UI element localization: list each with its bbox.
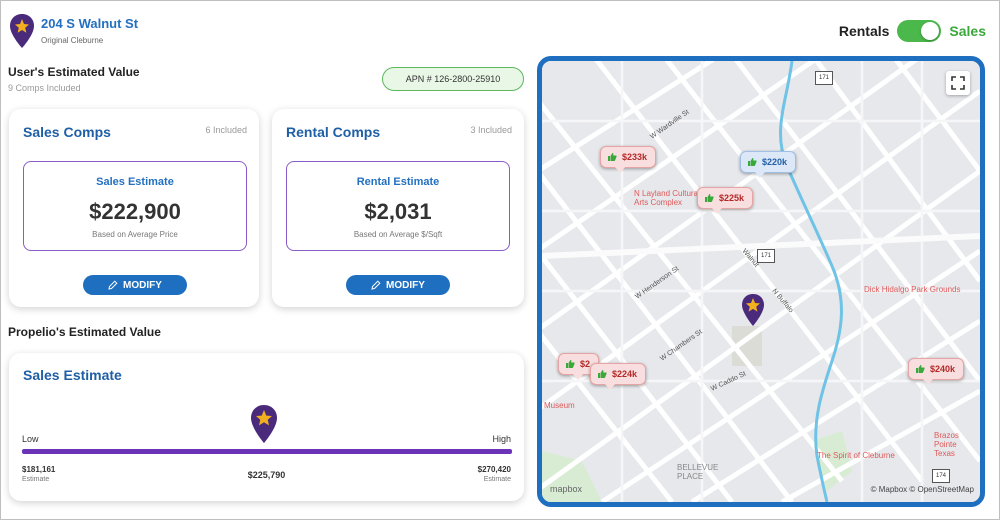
comp-price: $224k bbox=[612, 369, 638, 379]
mapbox-logo[interactable]: mapbox bbox=[550, 484, 583, 494]
rental-estimate-basis: Based on Average $/Sqft bbox=[353, 230, 443, 239]
propelio-estimate-title: Propelio's Estimated Value bbox=[8, 325, 161, 339]
map-poi-label: N Layland Cultural Arts Complex bbox=[634, 189, 700, 207]
comp-price: $220k bbox=[762, 157, 788, 167]
map-attribution[interactable]: © Mapbox © OpenStreetMap bbox=[870, 485, 974, 494]
pencil-icon bbox=[108, 280, 118, 290]
apn-badge: APN # 126-2800-25910 bbox=[382, 67, 524, 91]
estimate-position-pin-icon bbox=[251, 405, 277, 443]
sales-comps-card: Sales Comps 6 Included Sales Estimate $2… bbox=[9, 109, 259, 307]
comp-marker-rent[interactable]: $220k bbox=[740, 151, 797, 178]
comp-price: $233k bbox=[622, 152, 648, 162]
comp-price: $2 bbox=[580, 359, 591, 369]
range-low-sub: Estimate bbox=[22, 476, 50, 483]
thumbs-up-icon bbox=[566, 360, 575, 368]
comp-marker-sale[interactable]: $240k bbox=[908, 358, 965, 385]
toggle-switch[interactable] bbox=[897, 20, 942, 42]
propelio-estimate-card: Sales Estimate Low High $181,161 Estimat… bbox=[9, 353, 524, 501]
sales-estimate-basis: Based on Average Price bbox=[92, 230, 178, 239]
rental-comps-title: Rental Comps bbox=[286, 124, 381, 140]
sales-modify-label: MODIFY bbox=[123, 279, 162, 291]
sales-comps-count: 6 Included bbox=[205, 125, 247, 135]
rental-estimate-value: $2,031 bbox=[364, 199, 432, 224]
range-high-value: $270,420 bbox=[477, 465, 511, 474]
propelio-sales-estimate-title: Sales Estimate bbox=[23, 367, 122, 383]
map-poi-label: Brazos Pointe Texas bbox=[934, 431, 959, 458]
subject-property-pin-icon[interactable] bbox=[741, 293, 765, 327]
comp-price: $240k bbox=[930, 364, 956, 374]
toggle-rentals-label[interactable]: Rentals bbox=[838, 23, 890, 39]
comp-marker-sale[interactable]: $2 bbox=[558, 353, 600, 380]
comp-marker-sale[interactable]: $233k bbox=[600, 146, 657, 173]
pencil-icon bbox=[371, 280, 381, 290]
map-poi-label: The Spirit of Cleburne bbox=[817, 451, 895, 460]
comp-marker-sale[interactable]: $224k bbox=[590, 363, 647, 390]
rental-estimate-box: Rental Estimate $2,031 Based on Average … bbox=[286, 161, 510, 251]
range-high-label: High bbox=[492, 434, 511, 444]
property-subdivision: Original Cleburne bbox=[41, 36, 104, 45]
rental-modify-button[interactable]: MODIFY bbox=[346, 275, 450, 295]
range-high-sub: Estimate bbox=[483, 476, 511, 483]
highway-shield: 171 bbox=[815, 71, 833, 85]
sales-estimate-box: Sales Estimate $222,900 Based on Average… bbox=[23, 161, 247, 251]
thumbs-up-icon bbox=[748, 158, 757, 166]
expand-icon bbox=[951, 76, 965, 90]
range-low-label: Low bbox=[22, 434, 39, 444]
sales-comps-title: Sales Comps bbox=[23, 124, 111, 140]
rental-estimate-label: Rental Estimate bbox=[356, 176, 440, 188]
estimate-range-bar bbox=[22, 449, 512, 454]
sales-estimate-label: Sales Estimate bbox=[96, 176, 174, 188]
map-poi-label: Museum bbox=[544, 401, 575, 410]
rental-modify-label: MODIFY bbox=[386, 279, 425, 291]
property-address[interactable]: 204 S Walnut St bbox=[41, 16, 139, 31]
thumbs-up-icon bbox=[705, 194, 714, 202]
comps-map[interactable]: W Henderson St W Wardville St W Chambers… bbox=[537, 56, 985, 507]
comps-included-count: 9 Comps Included bbox=[8, 83, 81, 93]
user-estimate-title: User's Estimated Value bbox=[8, 65, 140, 79]
map-poi-label: Dick Hidalgo Park Grounds bbox=[864, 285, 961, 294]
range-mid-value: $225,790 bbox=[247, 470, 286, 480]
comp-marker-sale[interactable]: $225k bbox=[697, 187, 754, 214]
thumbs-up-icon bbox=[598, 370, 607, 378]
range-low-value: $181,161 bbox=[22, 465, 56, 474]
thumbs-up-icon bbox=[916, 365, 925, 373]
rental-comps-count: 3 Included bbox=[470, 125, 512, 135]
thumbs-up-icon bbox=[608, 153, 617, 161]
rental-comps-card: Rental Comps 3 Included Rental Estimate … bbox=[272, 109, 524, 307]
property-pin-icon bbox=[10, 14, 34, 48]
sales-modify-button[interactable]: MODIFY bbox=[83, 275, 187, 295]
map-place-label: BELLEVUE PLACE bbox=[677, 463, 719, 481]
toggle-sales-label[interactable]: Sales bbox=[949, 23, 986, 39]
highway-shield: 174 bbox=[932, 469, 950, 483]
toggle-knob bbox=[921, 22, 940, 40]
highway-shield: 171 bbox=[757, 249, 775, 263]
sales-estimate-value: $222,900 bbox=[89, 199, 181, 224]
fullscreen-button[interactable] bbox=[946, 71, 970, 95]
comp-price: $225k bbox=[719, 193, 745, 203]
street-grid: W Henderson St W Wardville St W Chambers… bbox=[542, 61, 980, 502]
rentals-sales-toggle[interactable]: Rentals Sales bbox=[839, 20, 986, 42]
